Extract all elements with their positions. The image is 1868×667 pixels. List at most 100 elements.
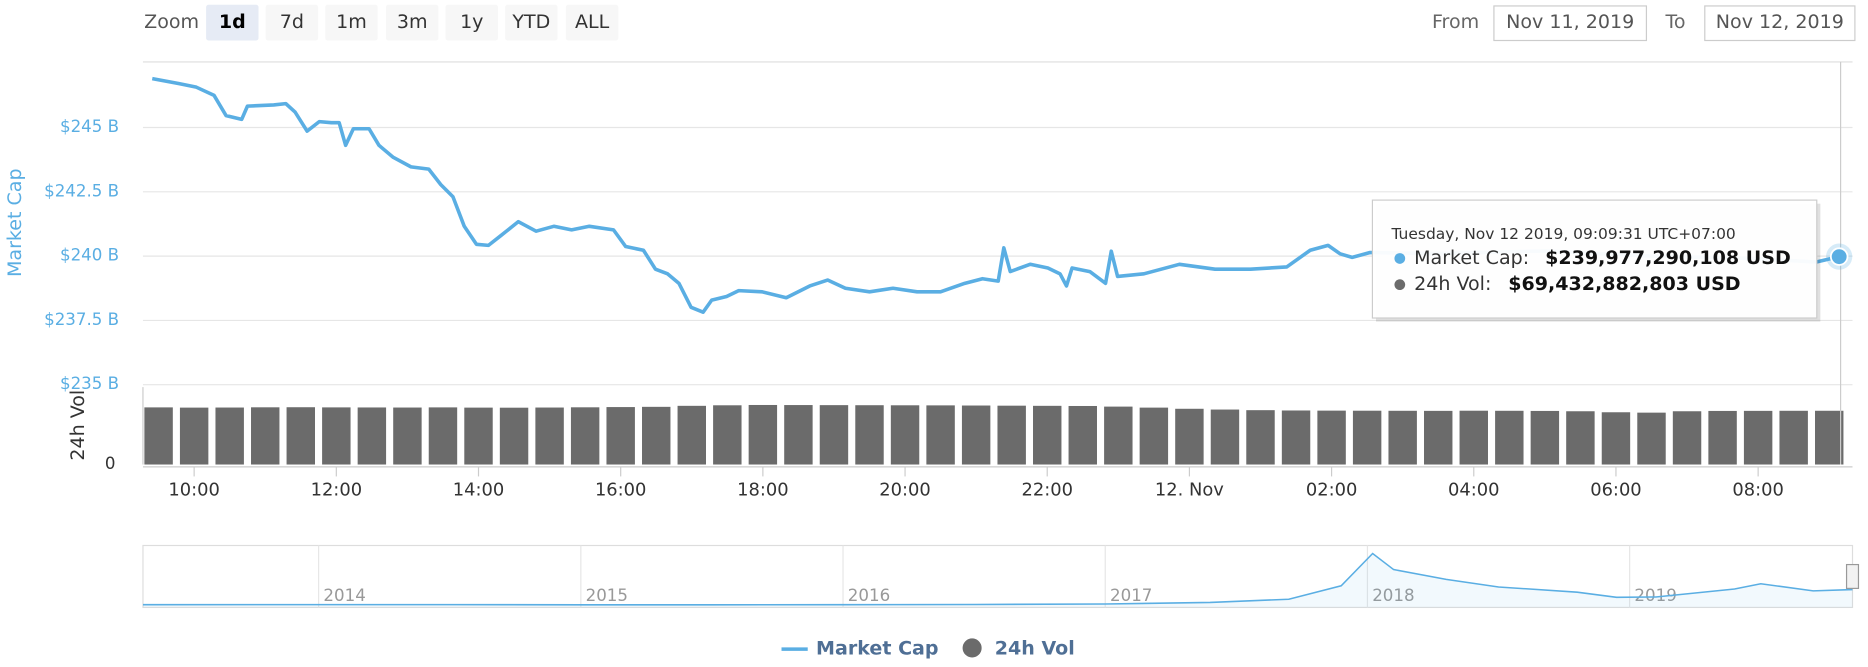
volume-bar [499,407,529,465]
navigator-label: 2014 [323,586,365,605]
zoom-button-label[interactable]: 1d [219,11,246,33]
volume-bar [464,407,493,465]
zoom-button-label[interactable]: 1m [336,11,367,33]
volume-bar [1033,405,1062,465]
zoom-button[interactable] [206,4,259,41]
volume-bar [1637,412,1666,465]
volume-bar [1424,410,1453,465]
navigator-label: 2019 [1634,586,1676,605]
tooltip-label: Market Cap: [1414,247,1529,269]
tooltip-label: 24h Vol: [1414,273,1491,295]
tooltip [1371,199,1818,319]
volume-bar [286,407,315,465]
volume-bar [926,405,955,465]
volume-bar [144,407,173,465]
volume-bar [570,407,600,465]
y-tick-label: $242.5 B [44,181,119,200]
volume-bar [1815,410,1844,465]
to-value[interactable]: Nov 12, 2019 [1716,11,1844,33]
volume-bar [1068,405,1097,465]
tooltip-marker [1394,253,1406,264]
volume-bar [1139,407,1169,465]
volume-bar [1779,410,1808,465]
volume-bar [1104,406,1133,465]
volume-bar [393,407,422,465]
zoom-button[interactable] [265,4,319,41]
volume-bar [1317,410,1346,465]
navigator-line [142,552,1853,606]
zoom-button-label[interactable]: 3m [397,11,428,33]
volume-bar [1566,411,1595,465]
x-tick-label: 02:00 [1306,480,1357,501]
volume-bar [819,405,849,465]
navigator-area [142,553,1853,608]
volume-bar [642,406,671,465]
legend-label[interactable]: Market Cap [816,638,938,660]
navigator-handle[interactable] [1845,563,1860,589]
volume-bar [1175,408,1204,465]
x-tick-label: 06:00 [1590,480,1641,501]
volume-bar [1601,412,1631,465]
legend-label[interactable]: 24h Vol [995,638,1075,660]
volume-bar [784,405,813,465]
x-tick-label: 22:00 [1021,480,1072,501]
volume-bar [179,407,209,465]
x-tick-label: 04:00 [1448,480,1499,501]
zoom-button[interactable] [385,4,439,41]
volume-bar [428,407,458,465]
volume-bar [1708,410,1737,465]
zoom-button-label[interactable]: ALL [575,11,610,33]
volume-bar [855,405,884,465]
x-tick-label: 08:00 [1732,480,1783,501]
from-label: From [1432,11,1479,33]
to-label: To [1664,11,1685,33]
zoom-button-label[interactable]: 7d [280,11,304,33]
x-tick-label: 18:00 [737,480,788,501]
volume-bar [961,405,991,465]
volume-bar [251,407,280,465]
zoom-button[interactable] [505,4,558,41]
zoom-button[interactable] [325,4,378,41]
y-tick-label: $245 B [60,117,119,136]
y2-tick-label: 0 [105,454,116,473]
volume-bar [677,405,706,465]
volume-bar [1352,410,1382,465]
navigator-frame [142,544,1854,609]
volume-bar [890,405,920,465]
volume-bar [1246,410,1275,465]
x-tick-label: 12:00 [311,480,362,501]
from-value[interactable]: Nov 11, 2019 [1506,11,1634,33]
market-cap-line [151,76,1840,314]
tooltip-value: $69,432,882,803 USD [1508,273,1740,295]
volume-bar [1495,410,1524,465]
legend-symbol[interactable] [962,638,982,658]
to-input[interactable] [1704,5,1856,42]
volume-bar [997,405,1026,465]
volume-bar [1530,410,1560,465]
zoom-button[interactable] [565,4,619,41]
volume-bar [1210,409,1240,465]
volume-bar [357,407,387,465]
from-input[interactable] [1493,5,1648,42]
zoom-button-label[interactable]: 1y [460,11,483,33]
y-axis-title: Market Cap [4,168,26,277]
y-tick-label: $240 B [60,246,119,265]
zoom-label: Zoom [144,11,199,33]
tooltip-marker [1394,279,1406,291]
hover-point [1829,247,1849,266]
volume-bar [215,407,244,465]
volume-bar [535,407,564,465]
navigator-label: 2016 [848,586,890,605]
tooltip-value: $239,977,290,108 USD [1545,247,1791,269]
volume-bar [713,405,742,465]
volume-bar [606,407,635,465]
volume-bar [748,404,778,465]
volume-bar [1388,410,1417,465]
navigator-label: 2015 [586,586,628,605]
zoom-button[interactable] [445,4,498,41]
x-tick-label: 16:00 [595,480,646,501]
x-tick-label: 12. Nov [1155,480,1224,501]
zoom-button-label[interactable]: YTD [511,11,550,33]
volume-bar [1743,410,1773,465]
